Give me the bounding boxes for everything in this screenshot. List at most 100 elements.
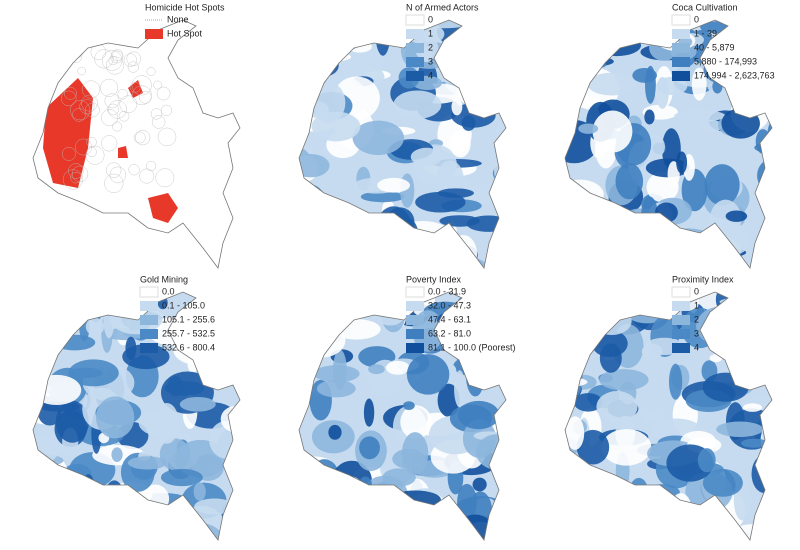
region [299,311,312,341]
region [573,393,603,412]
region [749,530,772,540]
region [565,416,585,450]
country-outline [32,291,241,541]
municipality [71,165,89,183]
region [595,205,613,236]
region [301,480,323,490]
region [229,456,240,481]
region [766,83,772,98]
region [601,429,652,466]
region [592,34,641,57]
region [314,514,368,539]
region [7,410,30,428]
municipality [119,95,138,113]
country-outline [564,291,773,541]
hot-spot [118,146,128,158]
municipality [111,49,124,62]
region [212,293,240,312]
region [476,60,506,70]
region [402,233,455,256]
region [299,20,305,65]
region [759,352,772,372]
region [664,228,713,252]
region [565,20,595,55]
region [583,25,603,40]
region [565,392,572,419]
region [668,522,689,540]
region [363,497,390,525]
region [94,502,117,540]
region [111,447,123,462]
region [615,163,644,200]
region [314,494,332,538]
region [410,147,443,166]
legend-swatch [672,329,690,339]
region [565,179,573,211]
municipality [156,86,171,101]
legend-swatch [672,57,690,67]
region [33,512,60,540]
municipality [81,94,98,112]
region [299,317,322,333]
municipality [104,173,124,193]
region [86,505,128,534]
region [746,300,772,313]
region [598,492,618,516]
region [231,474,240,483]
legend-swatch [406,301,424,311]
region [596,391,638,423]
region [571,355,583,396]
region [565,205,596,226]
region [317,243,338,268]
region [473,318,506,334]
region [309,499,351,517]
region [667,161,680,188]
region [569,79,582,110]
legend-swatch [140,329,158,339]
region [299,464,315,493]
region [584,322,596,331]
region [496,118,506,144]
region [627,496,677,514]
panel-title: Proximity Index [672,274,734,284]
region [299,239,302,268]
region [498,469,506,512]
region [347,293,365,304]
map-panel: Proximity Index 0 1 2 3 4 [564,274,773,541]
region [500,412,506,431]
region [565,20,568,44]
region [687,241,699,263]
map-panel: Gold Mining 0.0 0.1 - 105.0 105.1 - 255.6 25… [7,274,241,541]
region [33,519,49,540]
region [640,196,659,238]
municipality [104,93,120,109]
region [299,222,335,231]
region [565,336,588,349]
region [661,517,678,536]
legend-label: 2 [694,314,699,324]
region [54,334,96,351]
municipality [139,168,155,184]
region [299,340,317,372]
region [456,78,498,107]
region [234,292,240,310]
region [406,354,450,395]
municipality [107,103,119,116]
municipality [123,53,138,67]
region [299,513,312,525]
region [328,424,342,440]
region [299,250,319,268]
region [322,23,368,42]
region [306,54,339,77]
region [326,292,340,328]
municipality [153,80,162,90]
legend-label: 3 [694,328,699,338]
municipality [101,109,118,127]
region [396,221,449,244]
legend-swatch [406,71,424,81]
legend-label: 255.7 - 532.5 [162,328,215,338]
region [33,434,59,466]
map-panel: Poverty Index 0.0 - 31.9 32.0 - 47.3 47.4 -… [298,274,516,541]
region [462,51,488,75]
